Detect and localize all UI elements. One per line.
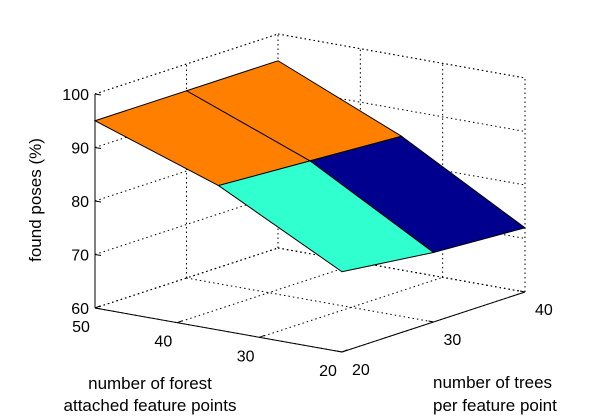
x-axis-label-line-2: attached feature points	[64, 396, 237, 415]
x-tick-label-3: 20	[319, 363, 337, 380]
x-tick-mark-3	[341, 349, 348, 353]
tick-labels: 60 70 80 90 100 50 40 30 20 20 30 40	[62, 87, 553, 380]
z-tick-mark-0	[94, 307, 102, 310]
grid-floor-x-1	[177, 262, 361, 324]
x-axis-line	[94, 307, 343, 353]
grid-right-wall-z-4	[277, 33, 526, 79]
z-tick-label-3: 90	[71, 141, 89, 158]
grid-left-wall-z-3	[94, 87, 279, 148]
y-axis-label-line-2: per feature point	[433, 396, 557, 415]
z-tick-label-0: 60	[71, 301, 89, 318]
z-tick-mark-4	[94, 93, 102, 96]
z-tick-label-1: 70	[71, 248, 89, 265]
y-tick-mark-2	[519, 290, 526, 293]
z-axis-label: found poses (%)	[26, 138, 45, 262]
y-tick-label-2: 40	[535, 302, 553, 319]
x-tick-mark-2	[259, 334, 265, 338]
x-tick-label-2: 30	[237, 348, 255, 365]
x-axis-label-line-1: number of forest	[88, 374, 212, 393]
surface-patch-0-0	[217, 160, 435, 273]
y-axis-label-line-1: number of trees	[433, 373, 552, 392]
z-tick-label-4: 100	[62, 87, 89, 104]
y-tick-mark-0	[336, 350, 343, 353]
grid-floor-x-2	[259, 276, 443, 338]
grid-left-wall-z-4	[94, 33, 279, 95]
grid-floor-y-1	[186, 277, 434, 323]
x-tick-mark-0	[94, 305, 101, 309]
grid-left-wall-z-1	[94, 194, 279, 255]
y-tick-mark-1	[428, 320, 434, 323]
surface-patches	[93, 60, 527, 273]
z-tick-mark-1	[94, 254, 102, 256]
z-tick-mark-2	[94, 200, 102, 203]
grid-left-wall-z-2	[94, 140, 279, 202]
y-tick-label-0: 20	[352, 362, 370, 379]
x-tick-label-0: 50	[72, 319, 90, 336]
y-tick-label-1: 30	[444, 332, 462, 349]
x-tick-label-1: 40	[154, 334, 172, 351]
z-tick-mark-3	[94, 147, 102, 149]
grid-floor-x-0	[94, 247, 279, 309]
z-tick-label-2: 80	[71, 194, 89, 211]
x-tick-mark-1	[177, 320, 183, 324]
